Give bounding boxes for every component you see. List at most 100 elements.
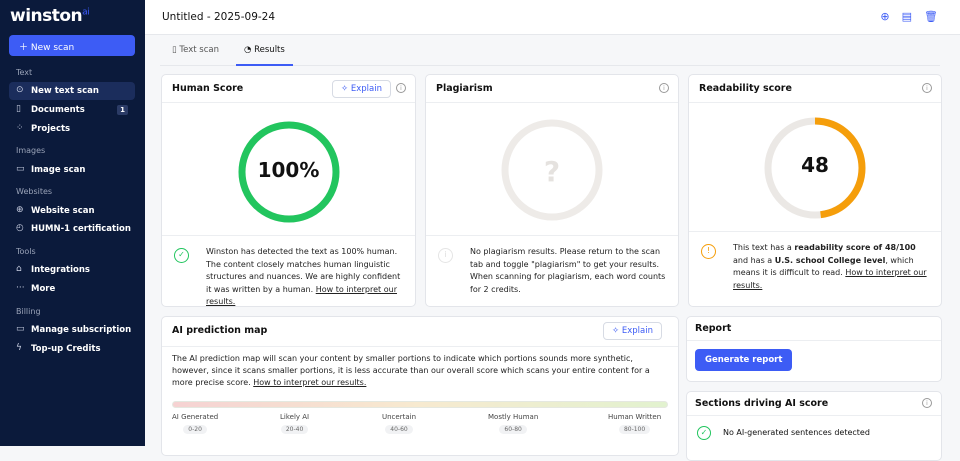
score-bold: readability score of 48/100 [794,243,916,252]
sidebar-icon: ⌂ [16,264,22,274]
sidebar-item-label: New text scan [31,86,99,96]
scale-label: Mostly Human 60-80 [488,413,538,434]
ai-prediction-map-card: AI prediction map ✧ Explain The AI predi… [161,316,679,456]
plagiarism-ring [501,119,603,221]
sidebar-item-label: More [31,284,56,294]
text: and has a [733,255,775,265]
info-icon[interactable]: i [922,398,932,408]
sidebar-item[interactable]: ▭ Image scan [9,161,135,179]
page-title[interactable]: Untitled - 2025-09-24 [162,11,276,23]
sidebar-icon: ▭ [16,164,25,174]
sidebar-item[interactable]: ⌂ Integrations [9,261,135,279]
interpret-link[interactable]: How to interpret our results. [206,284,397,307]
scale-range: 20-40 [280,425,309,434]
plagiarism-text: No plagiarism results. Please return to … [470,247,666,294]
scale-label-name: Likely AI [280,413,310,421]
plagiarism-message: i No plagiarism results. Please return t… [426,235,678,306]
card-title: AI prediction map [172,325,268,336]
sidebar-icon: ⁘ [16,123,24,133]
archive-icon[interactable]: ▤ [901,10,913,23]
plagiarism-placeholder: ? [543,155,561,188]
sidebar-icon: ··· [16,283,25,293]
map-text: The AI prediction map will scan your con… [172,354,650,387]
sidebar-item-label: Manage subscription [31,325,132,335]
sidebar-item[interactable]: ⁘ Projects [9,120,135,138]
sidebar-icon: ϟ [16,343,22,353]
explain-button[interactable]: ✧ Explain [332,80,391,98]
sidebar: winstonai ＋ New scan Text Images Website… [0,0,145,446]
logo-sup: ai [82,7,90,18]
tab-label: Text scan [179,45,219,55]
card-title: Readability score [699,83,792,94]
check-circle-icon: ✓ [174,248,189,263]
trash-icon[interactable]: 🗑 [924,10,938,23]
tab-label: Results [254,45,285,55]
new-scan-label: New scan [30,43,75,53]
sidebar-item[interactable]: ◴ HUMN-1 certification [9,220,135,238]
sidebar-item-label: Projects [31,124,71,134]
human-score-arc [238,121,339,223]
readability-message: ! This text has a readability score of 4… [689,231,941,306]
scale-label-name: Uncertain [382,413,417,421]
human-score-card: Human Score ✧ Explain i 100% ✓ Winston h… [161,74,416,307]
tab-results[interactable]: ◔ Results [236,45,293,66]
sidebar-item-label: Documents [31,105,85,115]
scale-label: Uncertain 40-60 [382,413,416,434]
info-icon[interactable]: i [396,83,406,93]
scale-label-name: AI Generated [172,413,219,421]
tab-text-scan[interactable]: ▯ Text scan [172,45,219,55]
card-title: Report [695,323,732,334]
sections-card: Sections driving AI score i ✓ No AI-gener… [686,391,942,461]
logo[interactable]: winstonai [10,6,90,26]
sidebar-item-label: Website scan [31,206,95,216]
tab-bar: ▯ Text scan ◔ Results [160,35,940,66]
info-circle-icon: i [438,248,453,263]
scale-label-name: Human Written [608,413,662,421]
sidebar-icon: ⊕ [16,205,24,215]
section-websites: Websites [16,187,53,196]
warning-icon: ! [701,244,716,259]
text: , which means it is difficult to read. [733,255,914,278]
card-title: Plagiarism [436,83,493,94]
new-scan-button[interactable]: ＋ New scan [9,35,135,56]
sidebar-item[interactable]: ··· More [9,280,135,298]
card-title: Sections driving AI score [695,398,829,409]
readability-ring [764,117,866,219]
scale-label: Likely AI 20-40 [280,413,309,434]
scale-range: 80-100 [618,425,651,434]
sidebar-item[interactable]: ⊙ New text scan [9,82,135,100]
sidebar-item-label: Integrations [31,265,90,275]
sidebar-item-label: Top-up Credits [31,344,101,354]
info-icon[interactable]: i [922,83,932,93]
sidebar-icon: ▭ [16,324,25,334]
readability-arc [764,117,866,219]
header: Untitled - 2025-09-24 ⊕ ▤ 🗑 [145,0,960,35]
section-text: Text [16,68,33,77]
scale-range: 0-20 [183,425,207,434]
human-score-value: 100% [257,158,320,182]
sidebar-item[interactable]: ⊕ Website scan [9,202,135,220]
add-icon[interactable]: ⊕ [880,10,890,23]
scale-label-name: Mostly Human [488,413,539,421]
sidebar-icon: ▯ [16,104,21,114]
readability-value: 48 [801,153,829,177]
explain-button[interactable]: ✧ Explain [603,322,662,340]
sidebar-item[interactable]: ▯ Documents 1 [9,101,135,119]
interpret-link[interactable]: How to interpret our results. [253,378,367,387]
sections-text: No AI-generated sentences detected [723,428,870,437]
interpret-link[interactable]: How to interpret our results. [733,268,927,290]
sidebar-item[interactable]: ▭ Manage subscription [9,321,135,339]
human-text: Winston has detected the text as 100% hu… [206,247,401,294]
info-icon[interactable]: i [659,83,669,93]
sidebar-icon: ◴ [16,223,24,233]
count-badge: 1 [117,105,128,115]
level-bold: U.S. school College level [774,255,886,265]
scale-label: Human Written 80-100 [608,413,661,434]
report-card: Report Generate report [686,316,942,382]
sidebar-item[interactable]: ϟ Top-up Credits [9,340,135,358]
plagiarism-card: Plagiarism i ? i No plagiarism results. P… [425,74,679,307]
check-circle-icon: ✓ [697,426,711,440]
readability-card: Readability score i 48 ! This text has a … [688,74,942,307]
scale-range: 60-80 [499,425,527,434]
generate-report-button[interactable]: Generate report [695,349,793,371]
